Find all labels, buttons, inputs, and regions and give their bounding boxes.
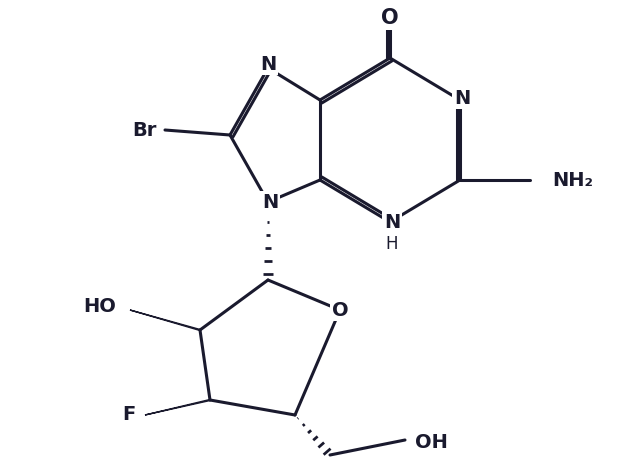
Text: N: N [384, 212, 400, 232]
Polygon shape [145, 400, 210, 415]
Text: H: H [386, 235, 398, 253]
Text: OH: OH [415, 432, 448, 452]
Text: N: N [454, 88, 470, 108]
Text: HO: HO [83, 298, 116, 316]
Text: NH₂: NH₂ [552, 171, 593, 189]
Polygon shape [130, 310, 200, 330]
Text: N: N [260, 55, 276, 73]
Text: N: N [262, 193, 278, 212]
Text: O: O [332, 300, 348, 320]
Text: O: O [381, 8, 399, 28]
Text: F: F [122, 406, 135, 424]
Text: Br: Br [132, 120, 157, 140]
